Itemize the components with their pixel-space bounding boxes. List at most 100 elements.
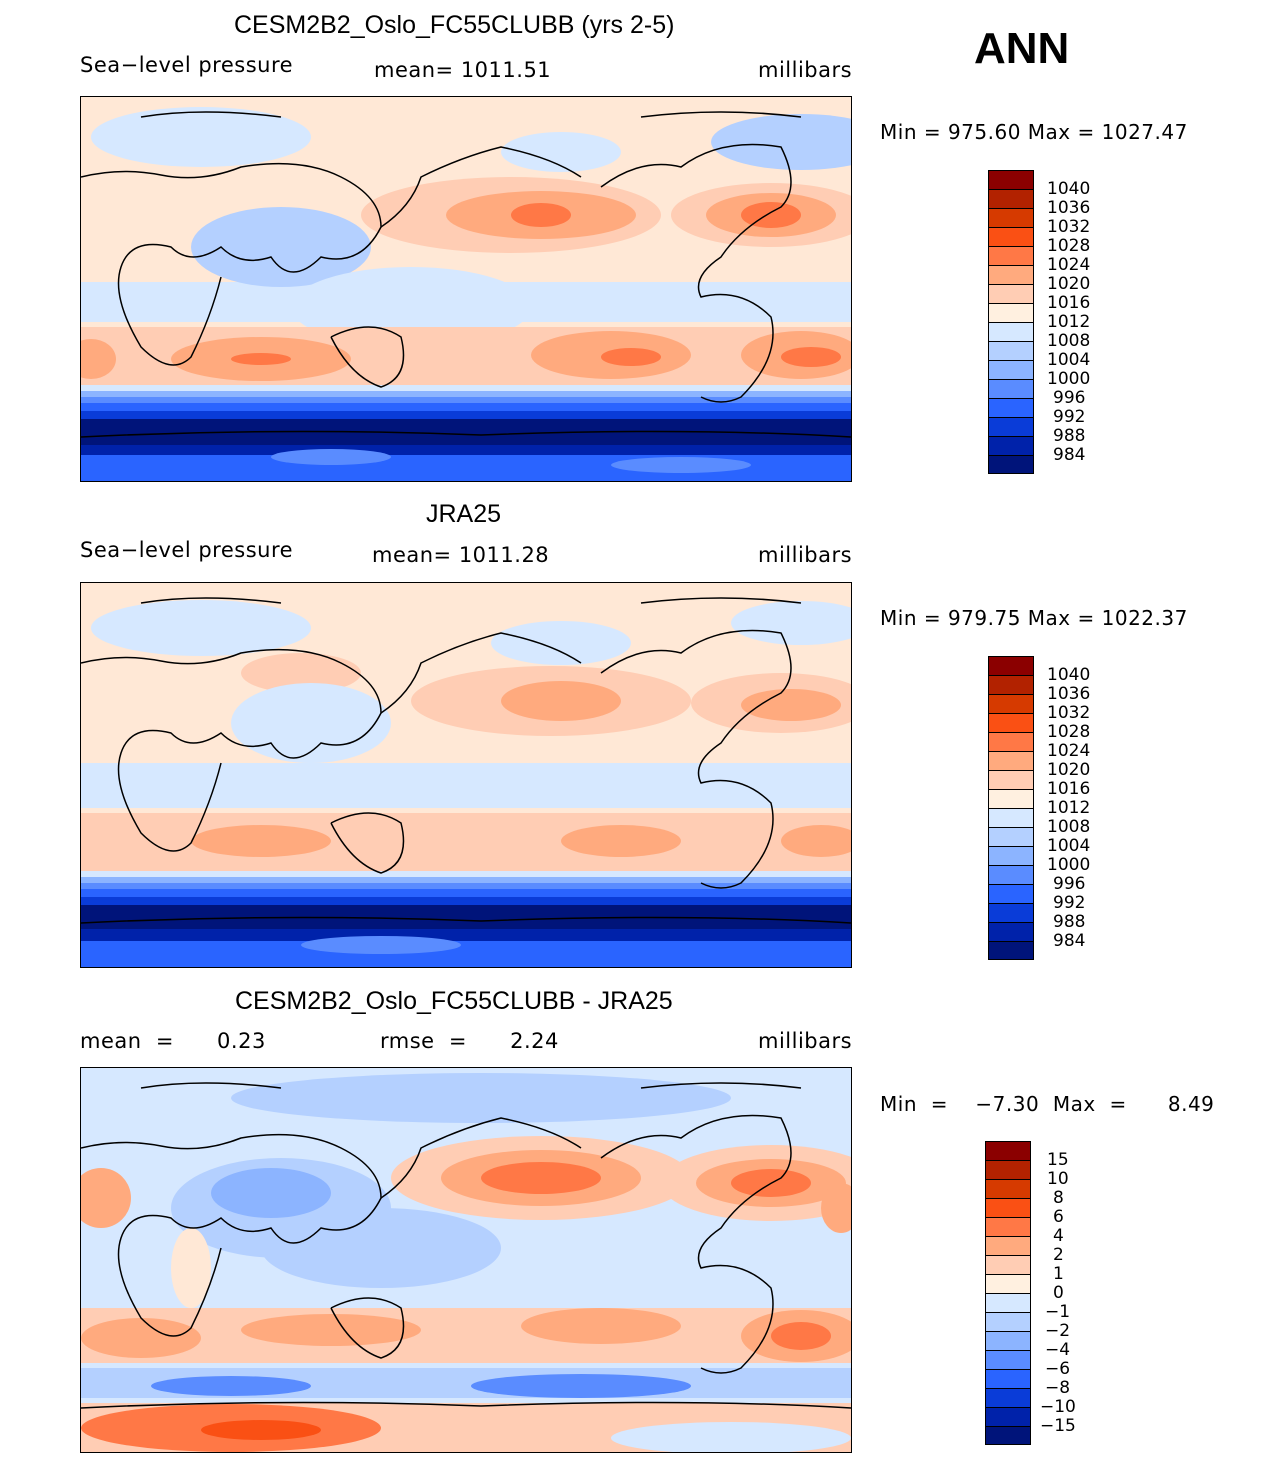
colorbar-swatch bbox=[988, 246, 1034, 265]
colorbar-swatch bbox=[985, 1160, 1031, 1179]
panel2-colorbar bbox=[988, 656, 1034, 960]
tick-label: 992 bbox=[1053, 407, 1086, 427]
colorbar-swatch bbox=[988, 713, 1034, 732]
tick-label: −8 bbox=[1045, 1378, 1071, 1398]
tick-label: 1016 bbox=[1047, 293, 1091, 313]
tick-label: 0 bbox=[1053, 1283, 1064, 1303]
tick-label: 1012 bbox=[1047, 312, 1091, 332]
colorbar-swatch bbox=[985, 1293, 1031, 1312]
tick-label: 988 bbox=[1053, 426, 1086, 446]
tick-label: 988 bbox=[1053, 912, 1086, 932]
colorbar-swatch bbox=[988, 846, 1034, 865]
tick-label: 1040 bbox=[1047, 665, 1091, 685]
tick-label: −2 bbox=[1045, 1321, 1071, 1341]
panel2-map bbox=[80, 582, 852, 968]
tick-label: 1020 bbox=[1047, 274, 1091, 294]
panel1-units: millibars bbox=[758, 58, 853, 82]
panel2-minmax: Min = 979.75 Max = 1022.37 bbox=[880, 606, 1188, 630]
tick-label: −1 bbox=[1045, 1302, 1071, 1322]
tick-label: −10 bbox=[1040, 1397, 1076, 1417]
tick-label: 1016 bbox=[1047, 779, 1091, 799]
colorbar-swatch bbox=[988, 341, 1034, 360]
colorbar-swatch bbox=[988, 789, 1034, 808]
tick-label: 1008 bbox=[1047, 817, 1091, 837]
colorbar-swatch bbox=[988, 436, 1034, 455]
colorbar-swatch bbox=[985, 1331, 1031, 1350]
panel2-variable-label: Sea−level pressure bbox=[80, 538, 294, 562]
tick-label: 1036 bbox=[1047, 198, 1091, 218]
panel1-minmax: Min = 975.60 Max = 1027.47 bbox=[880, 120, 1188, 144]
tick-label: 6 bbox=[1053, 1207, 1064, 1227]
panel2-units: millibars bbox=[758, 543, 853, 567]
tick-label: 1028 bbox=[1047, 236, 1091, 256]
panel3-rmse-label: rmse = 2.24 bbox=[380, 1029, 559, 1053]
tick-label: 1008 bbox=[1047, 331, 1091, 351]
tick-label: 10 bbox=[1047, 1169, 1069, 1189]
tick-label: 2 bbox=[1053, 1245, 1064, 1265]
colorbar-swatch bbox=[988, 303, 1034, 322]
tick-label: 1 bbox=[1053, 1264, 1064, 1284]
colorbar-swatch bbox=[985, 1179, 1031, 1198]
panel1-colorbar bbox=[988, 170, 1034, 474]
colorbar-swatch bbox=[988, 922, 1034, 941]
tick-label: 1024 bbox=[1047, 741, 1091, 761]
panel1-mean-label: mean= 1011.51 bbox=[374, 58, 552, 82]
panel1-variable-label: Sea−level pressure bbox=[80, 53, 294, 77]
colorbar-swatch bbox=[988, 265, 1034, 284]
tick-label: 996 bbox=[1053, 874, 1086, 894]
tick-label: 984 bbox=[1053, 445, 1086, 465]
panel3-minmax: Min = −7.30 Max = 8.49 bbox=[880, 1092, 1215, 1116]
colorbar-swatch bbox=[988, 379, 1034, 398]
colorbar-swatch bbox=[988, 417, 1034, 436]
colorbar-swatch bbox=[988, 208, 1034, 227]
tick-label: 1020 bbox=[1047, 760, 1091, 780]
colorbar-swatch bbox=[988, 322, 1034, 341]
colorbar-swatch bbox=[985, 1426, 1031, 1445]
tick-label: 1004 bbox=[1047, 350, 1091, 370]
colorbar-swatch bbox=[985, 1217, 1031, 1236]
tick-label: 992 bbox=[1053, 893, 1086, 913]
colorbar-swatch bbox=[988, 398, 1034, 417]
panel2-mean-label: mean= 1011.28 bbox=[372, 543, 550, 567]
tick-label: 15 bbox=[1047, 1150, 1069, 1170]
tick-label: 1012 bbox=[1047, 798, 1091, 818]
colorbar-swatch bbox=[985, 1407, 1031, 1426]
colorbar-swatch bbox=[988, 732, 1034, 751]
colorbar-swatch bbox=[985, 1255, 1031, 1274]
tick-label: 8 bbox=[1053, 1188, 1064, 1208]
colorbar-swatch bbox=[988, 675, 1034, 694]
colorbar-swatch bbox=[988, 751, 1034, 770]
panel3-colorbar bbox=[985, 1141, 1031, 1445]
colorbar-swatch bbox=[988, 941, 1034, 960]
colorbar-swatch bbox=[985, 1369, 1031, 1388]
tick-label: 1036 bbox=[1047, 684, 1091, 704]
colorbar-swatch bbox=[988, 694, 1034, 713]
tick-label: −6 bbox=[1045, 1359, 1071, 1379]
colorbar-swatch bbox=[985, 1312, 1031, 1331]
panel3-map bbox=[80, 1067, 852, 1453]
panel3-units: millibars bbox=[758, 1029, 853, 1053]
tick-label: 1004 bbox=[1047, 836, 1091, 856]
colorbar-swatch bbox=[988, 770, 1034, 789]
panel1-title: CESM2B2_Oslo_FC55CLUBB (yrs 2-5) bbox=[234, 11, 675, 39]
tick-label: 1032 bbox=[1047, 703, 1091, 723]
panel3-mean-label: mean = 0.23 bbox=[80, 1029, 266, 1053]
tick-label: −4 bbox=[1045, 1340, 1071, 1360]
panel3-title: CESM2B2_Oslo_FC55CLUBB - JRA25 bbox=[235, 987, 673, 1015]
colorbar-swatch bbox=[988, 455, 1034, 474]
colorbar-swatch bbox=[985, 1274, 1031, 1293]
panel2-title: JRA25 bbox=[426, 500, 502, 528]
tick-label: 1040 bbox=[1047, 179, 1091, 199]
colorbar-swatch bbox=[985, 1350, 1031, 1369]
season-label: ANN bbox=[974, 24, 1070, 73]
colorbar-swatch bbox=[988, 827, 1034, 846]
colorbar-swatch bbox=[988, 903, 1034, 922]
colorbar-swatch bbox=[988, 865, 1034, 884]
tick-label: 4 bbox=[1053, 1226, 1064, 1246]
colorbar-swatch bbox=[988, 189, 1034, 208]
colorbar-swatch bbox=[985, 1198, 1031, 1217]
tick-label: 1032 bbox=[1047, 217, 1091, 237]
colorbar-swatch bbox=[988, 360, 1034, 379]
colorbar-swatch bbox=[988, 884, 1034, 903]
tick-label: −15 bbox=[1040, 1416, 1076, 1436]
